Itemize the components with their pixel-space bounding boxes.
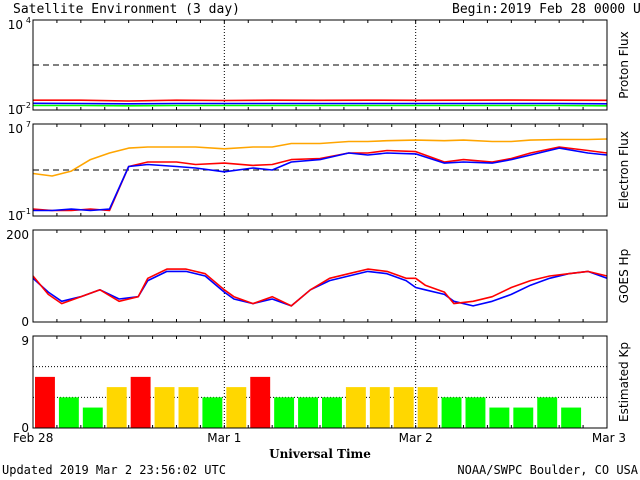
y-tick-bottom-exponent: −1 — [19, 207, 31, 216]
kp-bar — [369, 387, 390, 428]
kp-bar — [106, 387, 127, 428]
kp-bar — [417, 387, 438, 428]
y-tick-bottom: 10 — [8, 209, 23, 223]
kp-bar — [35, 376, 55, 428]
kp-bar — [154, 387, 175, 428]
source-credit: NOAA/SWPC Boulder, CO USA — [457, 463, 638, 477]
series-blue-line — [32, 270, 608, 307]
series-orange-line — [32, 138, 608, 177]
kp-bar — [322, 397, 342, 428]
x-tick-label: Mar 1 — [207, 431, 241, 445]
kp-bar — [489, 407, 510, 428]
y-tick-bottom: 0 — [21, 315, 29, 329]
kp-bar — [130, 376, 151, 428]
series-red-line — [33, 99, 608, 102]
y-tick-bottom: 10 — [8, 103, 23, 117]
y-tick-top-exponent: 4 — [26, 16, 31, 25]
y-axis-label: Electron Flux — [617, 131, 631, 209]
y-tick-bottom: 0 — [21, 421, 29, 435]
series-red-line — [32, 268, 608, 307]
x-axis-label: Universal Time — [269, 447, 371, 461]
kp-bar — [82, 407, 103, 428]
series-blue-line — [32, 102, 608, 105]
y-axis-label: Proton Flux — [617, 31, 631, 98]
y-tick-top-exponent: 7 — [26, 120, 31, 129]
y-tick-top: 200 — [6, 228, 29, 242]
kp-bar — [561, 407, 582, 428]
kp-bar — [537, 397, 558, 428]
y-tick-top: 10 — [8, 122, 23, 136]
x-tick-label: Mar 2 — [399, 431, 433, 445]
updated-timestamp: Updated 2019 Mar 2 23:56:02 UTC — [2, 463, 226, 477]
begin-label: Begin: — [452, 2, 499, 17]
panel-3: 200 0 GOES Hp — [6, 228, 631, 329]
x-tick-label: Mar 3 — [592, 431, 626, 445]
kp-bar — [178, 387, 199, 428]
kp-bar — [226, 387, 247, 428]
y-axis-label: Estimated Kp — [617, 342, 631, 422]
kp-bar — [58, 397, 79, 428]
kp-bar — [250, 376, 271, 428]
y-tick-top: 9 — [21, 334, 29, 348]
panel-4: 9 0 Estimated Kp — [21, 334, 631, 435]
chart-title: Satellite Environment (3 day) — [13, 2, 240, 17]
kp-bar — [513, 407, 534, 428]
kp-bar — [298, 397, 318, 428]
kp-bar — [345, 387, 366, 428]
kp-bar — [274, 397, 295, 428]
y-tick-top: 10 — [8, 18, 23, 32]
kp-bar — [393, 387, 414, 428]
y-axis-label: GOES Hp — [617, 249, 631, 303]
x-tick-label: Feb 28 — [13, 431, 53, 445]
kp-bar — [202, 397, 223, 428]
kp-bar — [465, 397, 486, 428]
begin-value: 2019 Feb 28 0000 UTC — [500, 2, 640, 17]
kp-bar — [441, 397, 462, 428]
y-tick-bottom-exponent: −2 — [19, 101, 31, 110]
series-blue-line — [33, 147, 608, 212]
